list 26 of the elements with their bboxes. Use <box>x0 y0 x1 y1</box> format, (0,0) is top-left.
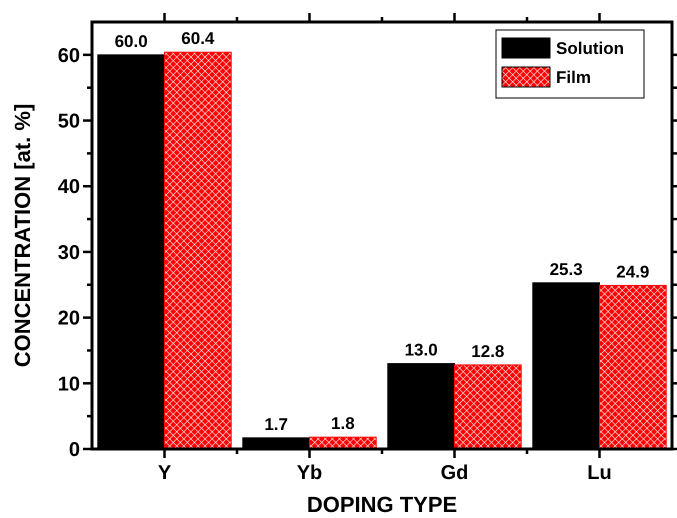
data-label: 1.8 <box>331 414 355 434</box>
data-label: 25.3 <box>550 260 583 279</box>
y-tick-label: 30 <box>58 242 80 264</box>
data-label: 24.9 <box>616 262 650 282</box>
data-label: 60.4 <box>181 29 215 48</box>
y-tick-label: 20 <box>58 308 80 330</box>
y-axis-title: CONCENTRATION [at. %] <box>10 104 35 368</box>
bar <box>454 364 522 450</box>
data-label: 60.0 <box>114 32 148 51</box>
x-tick-label: Y <box>158 462 172 484</box>
bar <box>599 284 667 450</box>
x-tick-label: Yb <box>296 462 322 484</box>
y-tick-label: 60 <box>58 44 80 67</box>
legend-label: Film <box>556 68 591 87</box>
y-tick-label: 10 <box>58 373 80 396</box>
y-tick-label: 0 <box>68 439 80 461</box>
legend-label: Solution <box>556 38 624 58</box>
data-label: 1.7 <box>264 414 288 434</box>
data-label: 12.8 <box>471 342 504 361</box>
bar <box>164 52 232 450</box>
data-label: 13.0 <box>404 340 438 360</box>
x-tick-label: Lu <box>587 462 612 484</box>
x-tick-label: Gd <box>440 462 468 484</box>
y-tick-label: 50 <box>58 110 80 133</box>
y-tick-label: 40 <box>58 176 80 198</box>
x-axis-title: DOPING TYPE <box>306 492 458 517</box>
